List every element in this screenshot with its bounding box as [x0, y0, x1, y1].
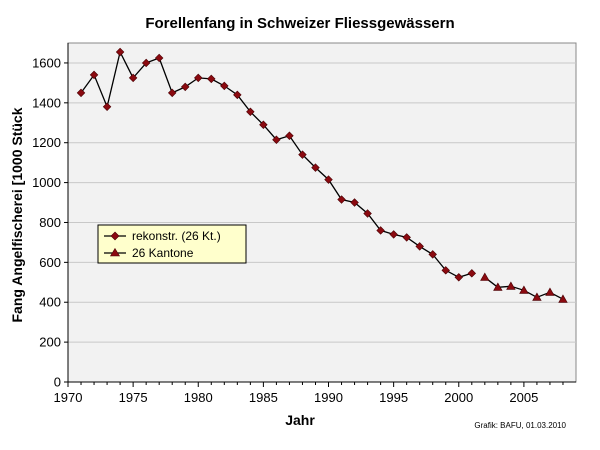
series-0-point-1985: [259, 120, 268, 129]
series-0-point-2000: [454, 273, 463, 282]
axis-layer: 0 200 400 600 800 1000 1200 1400 1600 1970 1975 198…: [32, 43, 576, 405]
y-tick-label-1400: 1400: [32, 95, 61, 110]
series-0-point-1990: [324, 175, 333, 184]
series-0-point-1972: [89, 70, 99, 80]
series-layer: [76, 47, 568, 303]
y-tick-label-800: 800: [39, 215, 61, 230]
series-0-point-1993: [363, 209, 372, 218]
series-0-point-1992: [350, 198, 359, 207]
y-tick-label-200: 200: [39, 335, 61, 350]
series-0-point-1983: [233, 90, 242, 100]
y-tick-label-0: 0: [54, 375, 61, 390]
x-axis-label: Jahr: [285, 412, 315, 428]
x-tick-label-1995: 1995: [379, 390, 408, 405]
series-1-point-2005: [519, 285, 529, 294]
source-annotation: Grafik: BAFU, 01.03.2010: [474, 421, 566, 430]
series-0-point-1982: [220, 81, 229, 91]
series-0-point-1989: [311, 163, 320, 172]
x-tick-label-1970: 1970: [54, 390, 83, 405]
series-0-point-1996: [402, 233, 411, 242]
legend: rekonstr. (26 Kt.) 26 Kantone: [97, 224, 247, 264]
series-1-point-2004: [506, 281, 516, 290]
plot-area: [67, 42, 577, 383]
y-axis-label: Fang Angelfischerei [1000 Stück: [9, 107, 25, 322]
series-0-point-1978: [167, 88, 177, 98]
series-0-point-1971: [76, 88, 86, 98]
series-0-point-1998: [428, 250, 437, 259]
series-1-point-2007: [545, 287, 555, 296]
series-0-point-1997: [415, 242, 424, 251]
series-0-point-1973: [102, 102, 112, 112]
legend-label-cantons: 26 Kantone: [132, 246, 194, 260]
series-0-point-1980: [194, 73, 203, 83]
series-0-point-1987: [285, 131, 294, 140]
series-0-point-1981: [207, 74, 216, 84]
series-1-point-2003: [493, 282, 503, 291]
x-tick-label-1990: 1990: [314, 390, 343, 405]
series-0-point-1995: [389, 230, 398, 239]
x-tick-label-2005: 2005: [509, 390, 538, 405]
series-0-point-1976: [141, 58, 151, 68]
series-0-point-2001: [467, 269, 477, 278]
y-tick-label-600: 600: [39, 255, 61, 270]
series-0-point-1979: [181, 82, 190, 92]
series-0-point-1988: [298, 150, 307, 159]
series-0-point-1984: [246, 107, 255, 117]
x-tick-label-1980: 1980: [184, 390, 213, 405]
legend-box: [97, 224, 247, 264]
y-tick-label-400: 400: [39, 295, 61, 310]
series-1-point-2008: [558, 294, 568, 303]
series-0-point-1999: [441, 266, 450, 275]
legend-label-reconstructed: rekonstr. (26 Kt.): [132, 229, 221, 243]
series-1-point-2002: [480, 272, 490, 281]
series-0-point-1991: [337, 195, 346, 204]
series-1-point-2006: [532, 292, 542, 301]
y-tick-label-1000: 1000: [32, 175, 61, 190]
legend-marker-diamond: [110, 231, 120, 241]
x-tick-label-2000: 2000: [444, 390, 473, 405]
series-0-point-1977: [154, 53, 164, 63]
series-0-point-1994: [376, 226, 385, 235]
series-0-point-1975: [128, 73, 138, 83]
y-tick-label-1200: 1200: [32, 135, 61, 150]
x-tick-label-1985: 1985: [249, 390, 278, 405]
legend-marker-triangle: [109, 247, 121, 257]
series-0-point-1986: [272, 135, 281, 144]
chart-title: Forellenfang in Schweizer Fliessgewässer…: [145, 15, 454, 32]
series-0-point-1974: [115, 47, 125, 57]
y-tick-label-1600: 1600: [32, 55, 61, 70]
x-tick-label-1975: 1975: [119, 390, 148, 405]
